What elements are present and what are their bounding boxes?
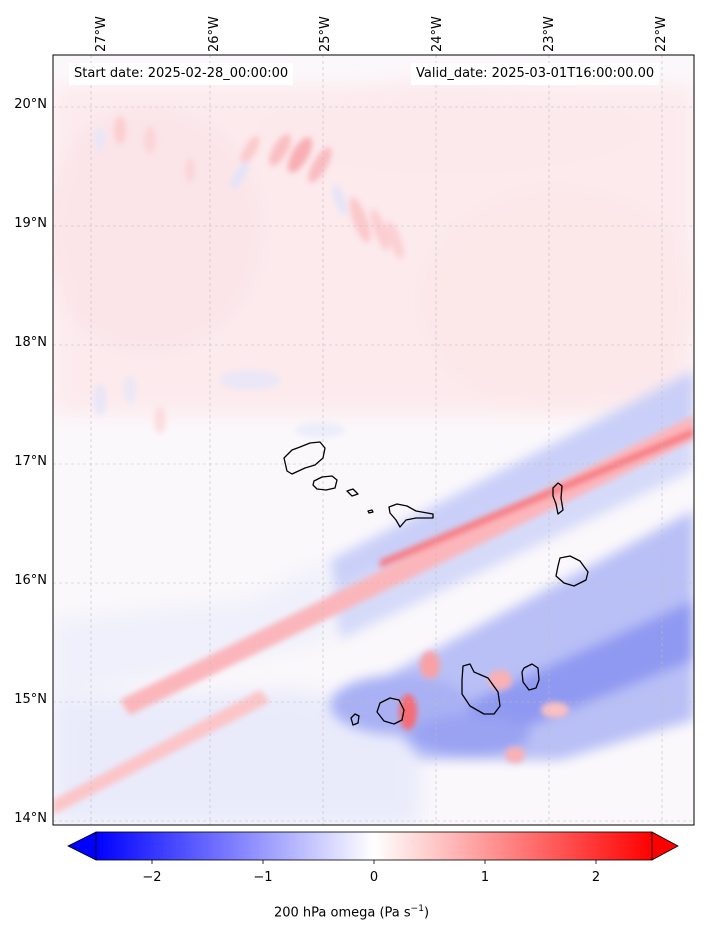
island-fogo <box>376 697 405 725</box>
island-sao-nicolau <box>388 503 434 528</box>
island-sal <box>552 482 564 515</box>
lat-label-20n: 20°N <box>14 97 47 112</box>
colorbar-tick-0: 0 <box>369 870 379 885</box>
valid-date-label: Valid_date: 2025-03-01T16:00:00.00 <box>411 63 660 85</box>
map-frame <box>52 54 695 826</box>
lat-label-17n: 17°N <box>14 454 47 469</box>
colorbar-tick-1: 1 <box>480 870 490 885</box>
colorbar <box>67 831 679 864</box>
map-gridlines <box>53 55 694 825</box>
colorbar-extend-low <box>67 831 97 861</box>
island-raso <box>367 509 374 514</box>
colorbar-tick-2: 2 <box>591 870 601 885</box>
colorbar-label-exponent: −1 <box>410 904 424 914</box>
island-sao-vicente <box>312 475 338 491</box>
island-santa-luzia <box>346 488 359 497</box>
lat-label-19n: 19°N <box>14 216 47 231</box>
start-date-label: Start date: 2025-02-28_00:00:00 <box>69 63 294 85</box>
lat-label-18n: 18°N <box>14 335 47 350</box>
colorbar-tick-neg2: −2 <box>142 870 162 885</box>
colorbar-body <box>95 831 653 861</box>
island-santiago <box>461 663 501 715</box>
colorbar-label: 200 hPa omega (Pa s−1) <box>0 904 703 920</box>
lat-label-14n: 14°N <box>14 811 47 826</box>
colorbar-label-main: 200 hPa omega (Pa s <box>273 905 411 921</box>
colorbar-extend-high <box>651 831 679 861</box>
island-santo-antao <box>283 441 326 475</box>
island-brava <box>350 713 360 726</box>
lat-label-16n: 16°N <box>14 573 47 588</box>
island-maio <box>521 663 540 691</box>
coastlines <box>283 441 589 726</box>
colorbar-tick-neg1: −1 <box>253 870 273 885</box>
colorbar-label-end: ) <box>423 905 430 921</box>
lat-label-15n: 15°N <box>14 692 47 707</box>
island-boa-vista <box>555 555 589 587</box>
